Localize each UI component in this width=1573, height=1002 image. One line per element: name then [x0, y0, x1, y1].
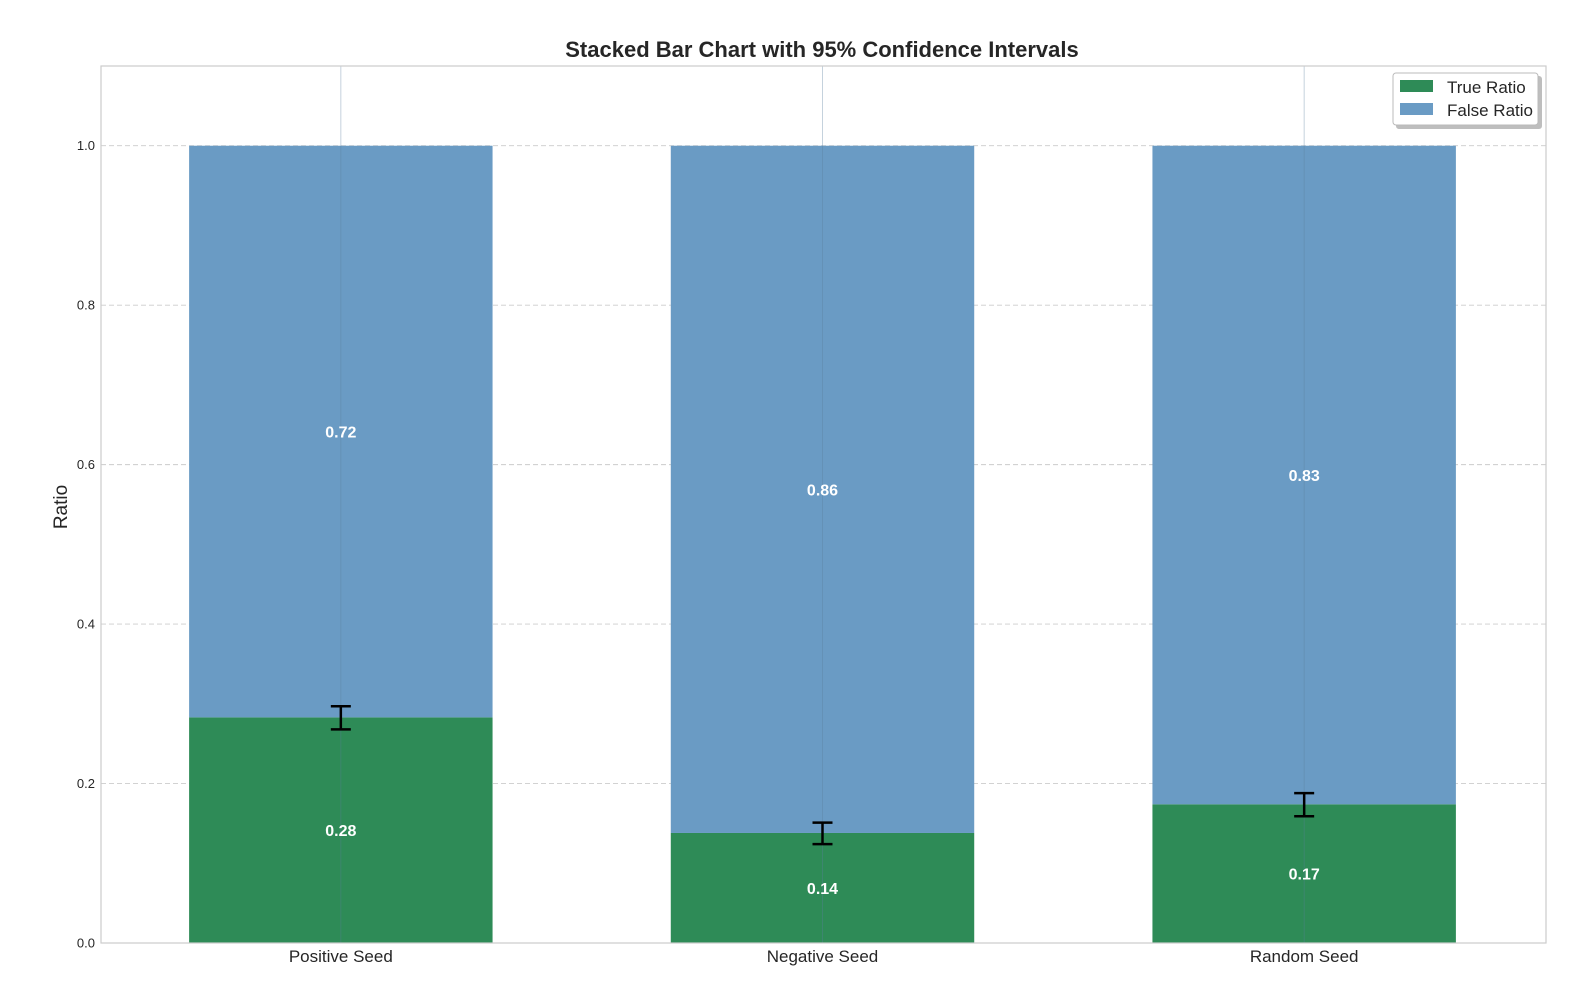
bars — [189, 145, 1456, 943]
bar-label-true-ratio: 0.17 — [1289, 867, 1320, 884]
y-tick-label: 0.8 — [77, 298, 95, 313]
legend-swatch-true-ratio — [1400, 80, 1433, 92]
bar-label-false-ratio: 0.83 — [1289, 468, 1320, 485]
y-tick-label: 0.2 — [77, 776, 95, 791]
bar-true-ratio — [1152, 804, 1456, 943]
bar-label-true-ratio: 0.28 — [325, 823, 356, 840]
bar-value-labels: 0.28 0.72 0.14 0.86 0.17 0.83 — [325, 425, 1320, 898]
y-tick-label: 1.0 — [77, 138, 95, 153]
bar-label-true-ratio: 0.14 — [807, 881, 838, 898]
bar-label-false-ratio: 0.86 — [807, 482, 838, 499]
bar-false-ratio — [189, 145, 493, 718]
legend-label-false-ratio: False Ratio — [1447, 101, 1533, 120]
legend: True Ratio False Ratio — [1392, 72, 1542, 129]
y-axis-ticks: 0.0 0.2 0.4 0.6 0.8 1.0 — [77, 138, 95, 950]
y-tick-label: 0.4 — [77, 617, 95, 632]
error-bar — [812, 821, 833, 846]
x-tick-label: Positive Seed — [289, 947, 393, 966]
bar-label-false-ratio: 0.72 — [325, 425, 356, 442]
legend-label-true-ratio: True Ratio — [1447, 78, 1526, 97]
y-tick-label: 0.0 — [77, 936, 95, 951]
plot-area-border — [100, 65, 1547, 944]
error-bars — [330, 704, 1315, 846]
y-tick-label: 0.6 — [77, 457, 95, 472]
bar-true-ratio — [670, 832, 975, 943]
error-bar — [1294, 791, 1315, 818]
bar-false-ratio — [670, 145, 975, 833]
chart-title: Stacked Bar Chart with 95% Confidence In… — [565, 37, 1079, 62]
x-axis-ticks: Positive Seed Negative Seed Random Seed — [289, 947, 1359, 966]
error-bar — [330, 704, 351, 731]
bar-false-ratio — [1152, 145, 1456, 805]
legend-swatch-false-ratio — [1400, 103, 1433, 115]
x-tick-label: Negative Seed — [767, 947, 879, 966]
y-axis-label: Ratio — [51, 485, 72, 529]
x-tick-label: Random Seed — [1250, 947, 1359, 966]
bar-true-ratio — [189, 717, 493, 943]
